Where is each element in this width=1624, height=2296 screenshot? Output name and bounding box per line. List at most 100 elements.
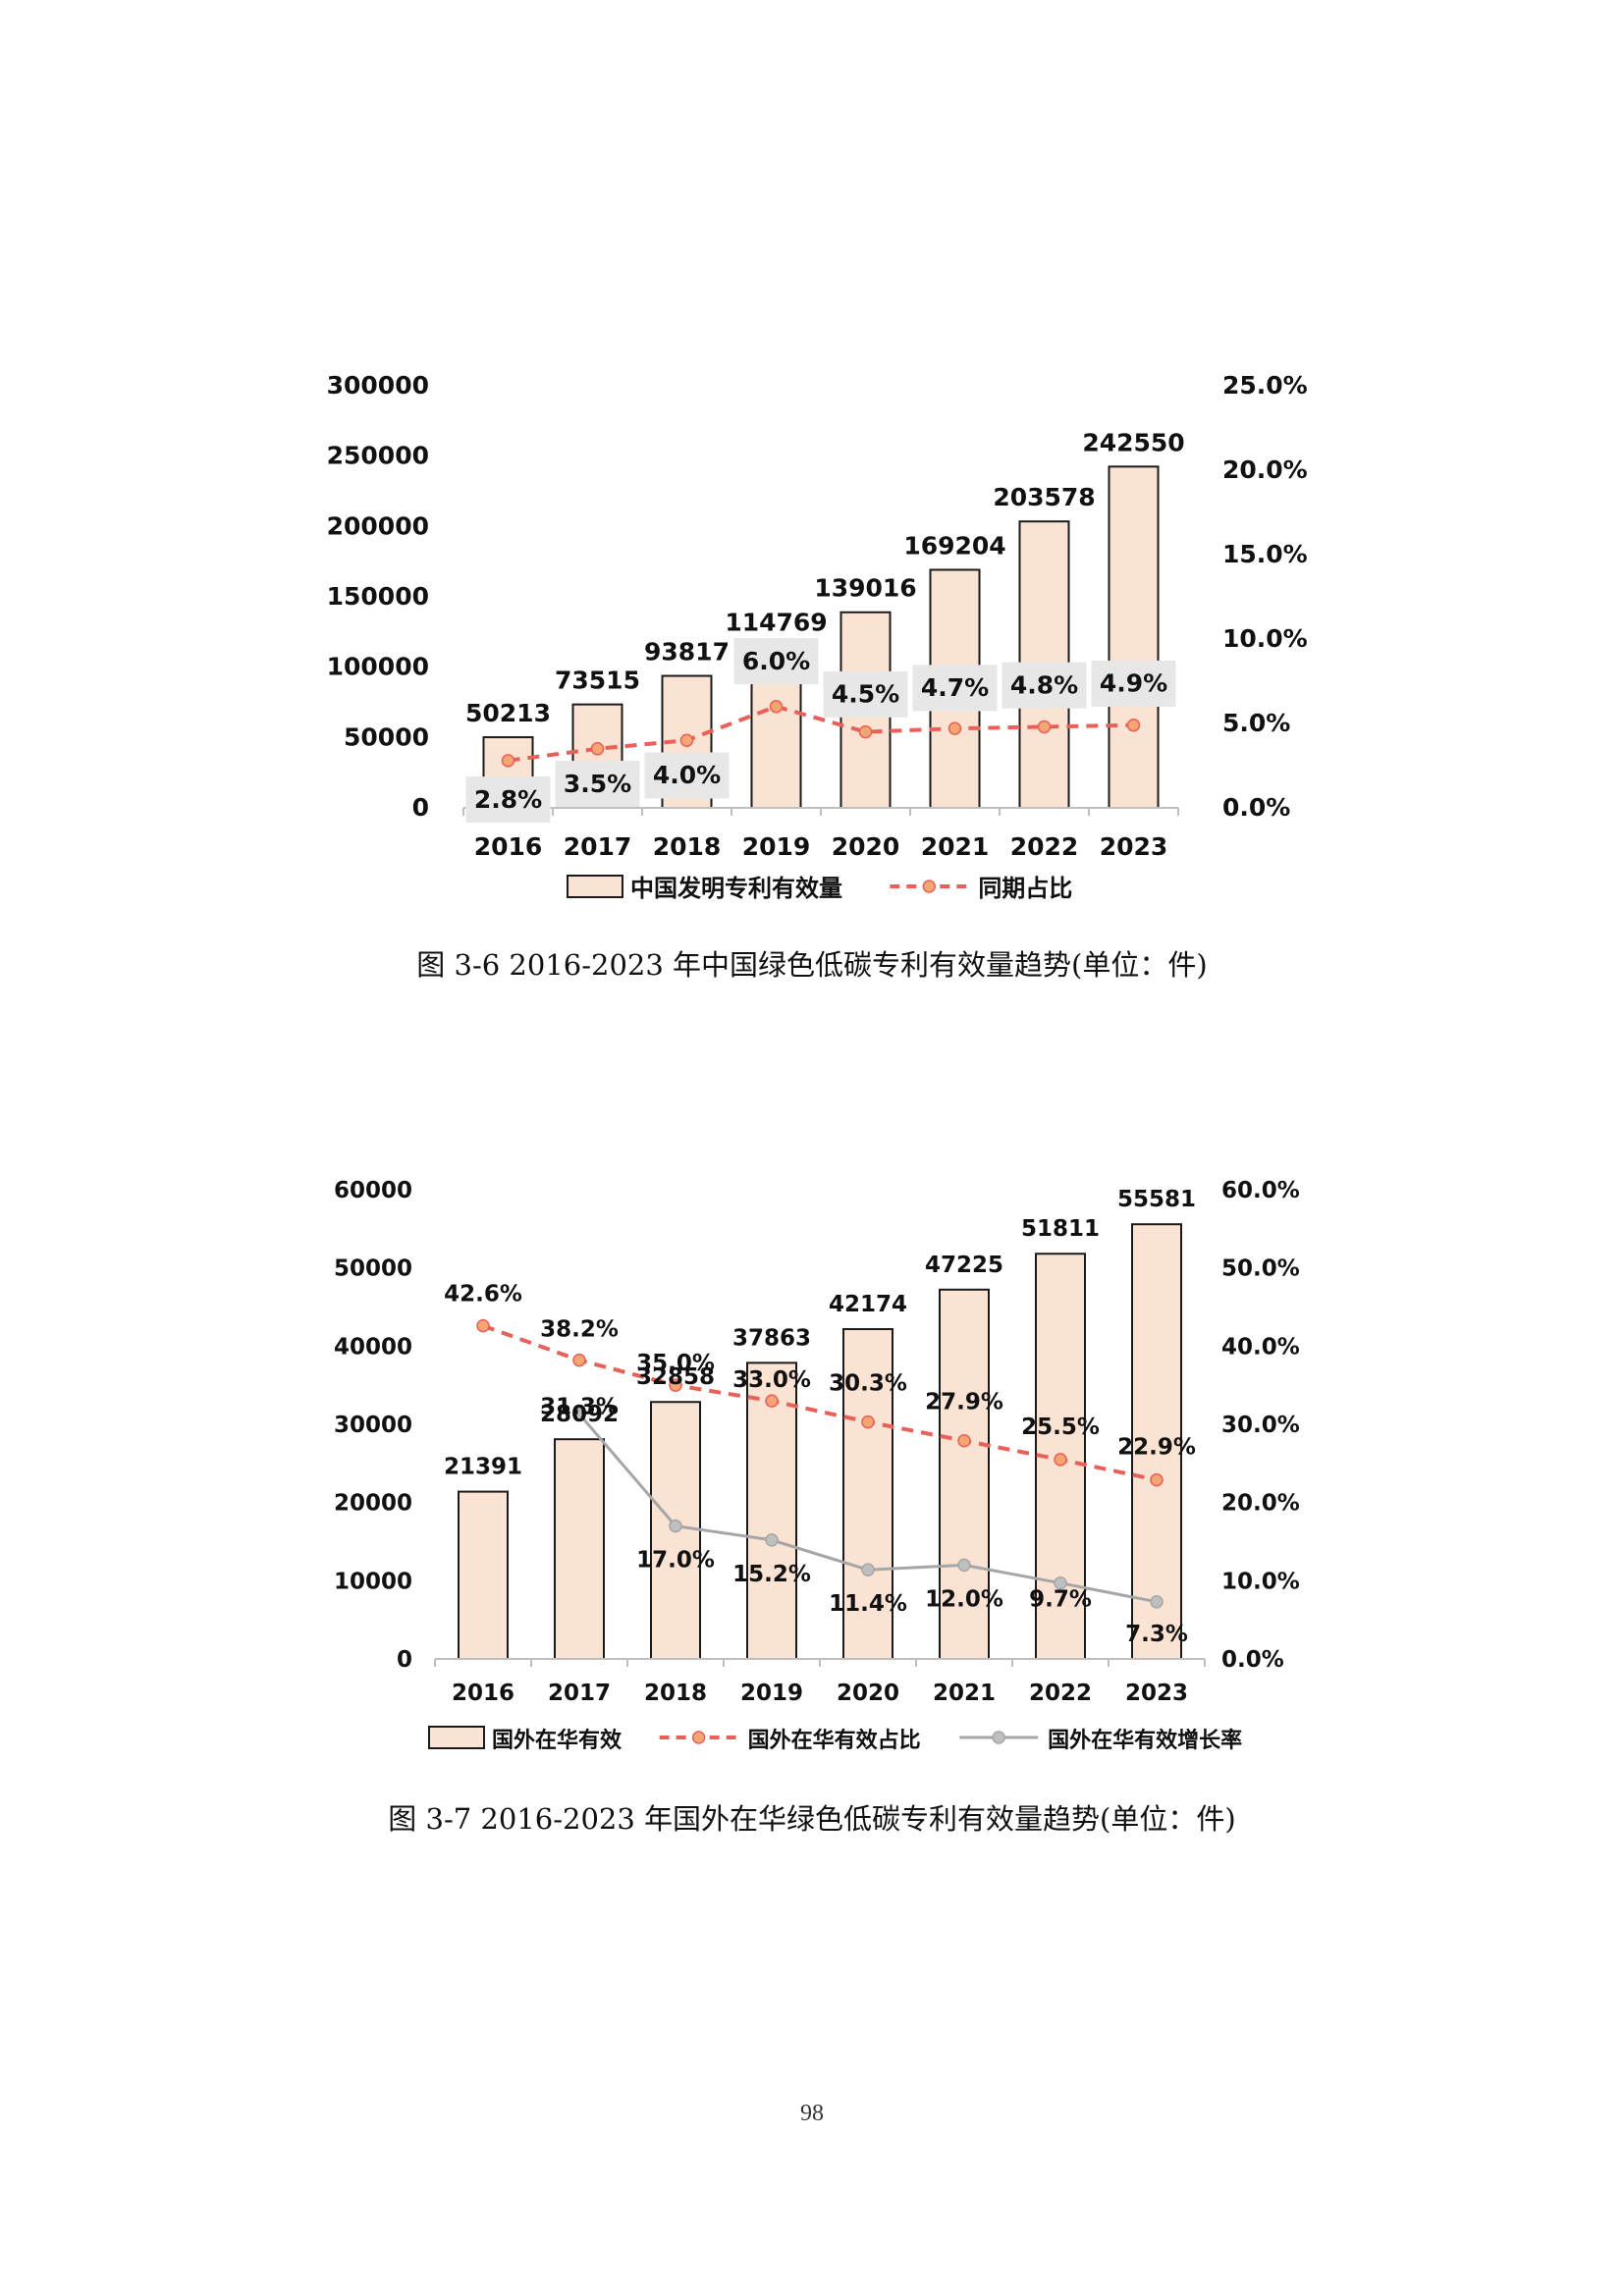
bar-value-label: 42174 (829, 1292, 907, 1317)
line-value-label: 35.0% (636, 1351, 715, 1376)
line-value-label: 2.8% (474, 785, 542, 814)
y-tick-label: 60000 (334, 1178, 412, 1203)
y-tick-label: 0 (412, 793, 429, 822)
bar-value-label: 51811 (1021, 1216, 1100, 1242)
series-point (947, 721, 962, 735)
line-value-label: 30.3% (829, 1371, 907, 1397)
page-number: 98 (800, 2101, 824, 2126)
bar-value-label: 21391 (444, 1455, 522, 1480)
line-label-box (644, 752, 730, 799)
y2-tick-label: 40.0% (1221, 1334, 1300, 1360)
y-tick-label: 200000 (327, 511, 429, 540)
line-label-box (465, 776, 551, 824)
x-tick-label: 2017 (548, 1681, 611, 1706)
bar-value-label: 28092 (540, 1402, 619, 1427)
x-tick-label: 2022 (1010, 832, 1079, 861)
series-point (861, 1563, 875, 1576)
line-value-label: 4.0% (653, 761, 721, 789)
line-label-box (733, 638, 819, 685)
bar-value-label: 242550 (1082, 428, 1184, 456)
line-value-label: 9.7% (1029, 1587, 1092, 1613)
y2-tick-label: 10.0% (1221, 1569, 1300, 1594)
series-point (861, 1415, 875, 1429)
line-label-box (1001, 662, 1087, 709)
legend-swatch-marker (992, 1731, 1005, 1744)
series-point (957, 1433, 971, 1448)
legend-swatch-bar (567, 875, 623, 898)
y2-tick-label: 50.0% (1221, 1256, 1300, 1282)
y2-tick-label: 20.0% (1222, 455, 1308, 484)
y-tick-label: 40000 (334, 1334, 412, 1360)
bar (1108, 465, 1160, 809)
line-value-label: 15.2% (732, 1562, 811, 1587)
line-label-box (912, 665, 998, 712)
line-value-label: 27.9% (925, 1390, 1003, 1415)
y2-tick-label: 0.0% (1221, 1647, 1284, 1673)
bar (842, 1328, 893, 1660)
line-label-box (555, 761, 640, 808)
line-value-label: 42.6% (444, 1282, 522, 1308)
series-point (1037, 720, 1052, 734)
y2-tick-label: 60.0% (1221, 1178, 1300, 1203)
y-tick-label: 50000 (344, 722, 429, 751)
x-tick-label: 2021 (921, 832, 990, 861)
x-tick-label: 2022 (1029, 1681, 1092, 1706)
x-tick-label: 2019 (742, 832, 811, 861)
series-point (1150, 1595, 1164, 1609)
series-point (679, 733, 694, 747)
series-point (476, 1318, 490, 1333)
line-value-label: 3.5% (564, 770, 631, 798)
x-tick-label: 2018 (653, 832, 722, 861)
series-point (501, 754, 515, 768)
y-tick-label: 0 (397, 1647, 412, 1673)
legend-label: 国外在华有效 (492, 1728, 622, 1753)
line-value-label: 33.0% (732, 1367, 811, 1393)
line-value-label: 31.3% (540, 1395, 619, 1420)
line-value-label: 4.7% (921, 673, 989, 702)
series-point (765, 1394, 779, 1408)
legend-swatch-marker (922, 880, 937, 893)
bar-value-label: 169204 (903, 531, 1005, 560)
line-value-label: 4.5% (832, 680, 899, 709)
x-tick-label: 2016 (452, 1681, 514, 1706)
bar-value-label: 55581 (1117, 1187, 1196, 1212)
y2-tick-label: 30.0% (1221, 1413, 1300, 1438)
line-value-label: 25.5% (1021, 1415, 1100, 1440)
line-label-box (823, 670, 908, 718)
series-point (572, 1353, 586, 1367)
series-point (669, 1378, 682, 1392)
bar-value-label: 32858 (636, 1364, 715, 1390)
y-tick-label: 300000 (327, 371, 429, 400)
series-point (669, 1519, 682, 1533)
chart-china-green-patents: 0 50000 100000 150000 200000 250000 300000 0.0%… (327, 371, 1308, 902)
chart-foreign-in-china-patents: 0 10000 20000 30000 40000 50000 60000 0.0% 10.0%… (334, 1178, 1300, 1753)
legend-label: 中国发明专利有效量 (630, 875, 842, 902)
x-tick-label: 2023 (1100, 832, 1168, 861)
series-point (1126, 718, 1141, 732)
x-tick-label: 2016 (474, 832, 543, 861)
x-tick-label: 2019 (740, 1681, 803, 1706)
series-point (957, 1558, 971, 1573)
y2-tick-label: 20.0% (1221, 1491, 1300, 1517)
bar (1131, 1223, 1182, 1660)
series-point (1150, 1472, 1164, 1487)
bar-value-label: 73515 (555, 667, 640, 695)
line-value-label: 4.8% (1010, 670, 1078, 699)
line-value-label: 6.0% (742, 647, 810, 675)
line-value-label: 7.3% (1125, 1622, 1188, 1647)
line-value-label: 12.0% (925, 1586, 1003, 1612)
x-tick-label: 2023 (1125, 1681, 1188, 1706)
y2-tick-label: 0.0% (1222, 793, 1290, 822)
bar-value-label: 93817 (644, 638, 730, 667)
y2-tick-label: 5.0% (1222, 709, 1290, 737)
legend-label: 同期占比 (978, 875, 1072, 902)
bar (939, 1288, 990, 1660)
series-line (508, 704, 1134, 763)
bar-value-label: 47225 (925, 1253, 1003, 1278)
legend-label: 国外在华有效增长率 (1048, 1728, 1242, 1753)
y-tick-label: 50000 (334, 1256, 412, 1282)
series-line (482, 1323, 1158, 1482)
bar-value-label: 50213 (465, 699, 551, 727)
legend-swatch-marker (691, 1731, 706, 1744)
x-tick-label: 2020 (832, 832, 900, 861)
